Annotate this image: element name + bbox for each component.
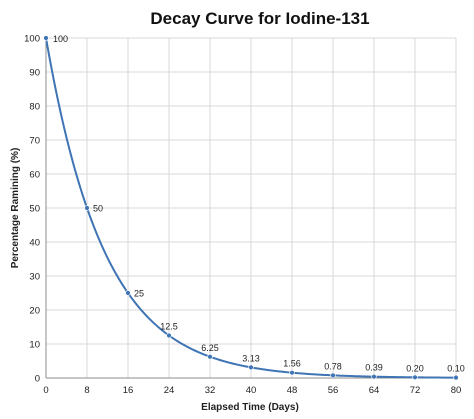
data-label: 25 (134, 289, 144, 299)
x-tick-label: 56 (328, 385, 339, 396)
y-tick-label: 90 (29, 68, 40, 79)
x-tick-label: 8 (84, 385, 89, 396)
data-point (289, 369, 295, 376)
data-label: 0.39 (365, 363, 383, 373)
y-tick-label: 30 (29, 272, 40, 283)
y-tick-label: 0 (35, 374, 40, 385)
data-label: 50 (93, 204, 103, 214)
axes (45, 38, 456, 379)
data-label: 100 (53, 34, 68, 44)
x-tick-label: 80 (451, 385, 462, 396)
data-point (207, 354, 213, 360)
data-points (43, 35, 459, 381)
data-point (453, 374, 459, 381)
data-point (371, 373, 377, 380)
grid (46, 37, 457, 378)
data-label: 1.56 (283, 359, 301, 369)
y-axis-ticks: 0 10 20 30 40 50 60 70 80 90 100 (24, 34, 40, 385)
data-point (125, 290, 131, 296)
data-label: 0.78 (324, 361, 342, 371)
data-point (43, 35, 49, 41)
data-point (412, 374, 418, 381)
data-point (330, 372, 336, 379)
x-axis-title: Elapsed Time (Days) (201, 402, 299, 413)
data-point (248, 364, 254, 371)
y-tick-label: 70 (29, 136, 40, 147)
x-axis-ticks: 0 8 16 24 32 40 48 56 64 72 80 (43, 385, 461, 396)
y-tick-label: 10 (29, 340, 40, 351)
y-tick-label: 60 (29, 170, 40, 181)
y-tick-label: 80 (29, 102, 40, 113)
y-tick-label: 50 (29, 204, 40, 215)
data-label: 0.20 (406, 363, 424, 373)
x-tick-label: 16 (123, 385, 134, 396)
y-tick-label: 40 (29, 238, 40, 249)
x-tick-label: 24 (164, 385, 175, 396)
data-label: 12.5 (160, 322, 178, 332)
x-tick-label: 48 (287, 385, 298, 396)
data-point (166, 332, 172, 339)
data-label: 3.13 (242, 353, 260, 363)
chart-title: Decay Curve for Iodine-131 (150, 9, 369, 28)
x-tick-label: 72 (410, 385, 421, 396)
x-tick-label: 0 (43, 385, 48, 396)
y-tick-label: 20 (29, 306, 40, 317)
y-tick-label: 100 (24, 34, 40, 45)
x-tick-label: 40 (246, 385, 257, 396)
data-point (84, 205, 90, 211)
y-axis-title: Percentage Ramining (%) (10, 148, 21, 269)
x-tick-label: 64 (369, 385, 380, 396)
x-tick-label: 32 (205, 385, 216, 396)
data-labels: 100 50 25 12.5 6.25 3.13 1.56 0.78 0.39 0.20 0.10 (53, 34, 465, 374)
data-label: 6.25 (201, 343, 219, 353)
data-label: 0.10 (447, 364, 465, 374)
